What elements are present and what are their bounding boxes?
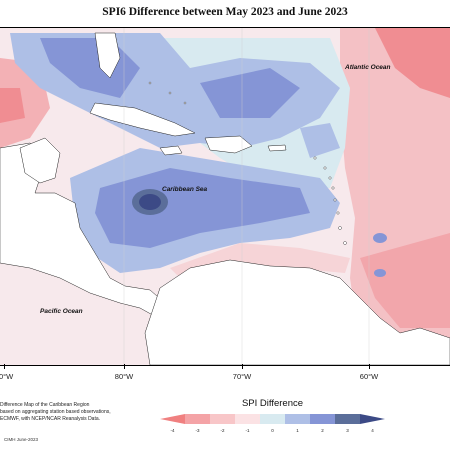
credit-text: CIMH June-2023	[4, 437, 39, 442]
legend-swatch	[210, 414, 235, 424]
atlantic-ocean-label: Atlantic Ocean	[345, 64, 391, 71]
lon-tick-70w	[242, 364, 243, 369]
map-panel: Atlantic Ocean Caribbean Sea Pacific Oce…	[0, 27, 450, 366]
legend-swatch	[235, 414, 260, 424]
legend: SPI Difference -4 -3 -2 -1 0 1 2 3 4	[150, 398, 395, 443]
legend-tick-label: 4	[371, 428, 374, 433]
legend-swatch	[185, 414, 210, 424]
lon-label-90w: 90°W	[0, 372, 14, 381]
legend-swatch	[335, 414, 360, 424]
legend-tick-label: 1	[296, 428, 299, 433]
lon-label-80w: 80°W	[114, 372, 134, 381]
legend-tick-label: -1	[245, 428, 250, 433]
description-line: based on aggregating station based obser…	[0, 409, 111, 415]
legend-tick-label: -4	[170, 428, 175, 433]
lon-label-60w: 60°W	[359, 372, 379, 381]
lon-label-70w: 70°W	[232, 372, 252, 381]
legend-swatch	[260, 414, 285, 424]
legend-tick-label: 0	[271, 428, 274, 433]
legend-swatch	[160, 414, 185, 424]
pacific-ocean-label: Pacific Ocean	[40, 308, 83, 315]
legend-tick-label: 3	[346, 428, 349, 433]
legend-tick-label: -2	[220, 428, 225, 433]
legend-swatch	[360, 414, 385, 424]
description-line: Difference Map of the Caribbean Region	[0, 402, 90, 408]
spi-difference-map	[0, 28, 450, 365]
legend-title: SPI Difference	[241, 398, 304, 409]
map-title: SPI6 Difference between May 2023 and Jun…	[102, 6, 348, 18]
lon-tick-60w	[369, 364, 370, 369]
lon-tick-80w	[124, 364, 125, 369]
description-line: ECMWF, with NCEP/NCAR Reanalysis Data.	[0, 416, 101, 422]
map-description: Difference Map of the Caribbean Region b…	[0, 402, 150, 423]
legend-colorbar	[160, 414, 385, 424]
caribbean-sea-label: Caribbean Sea	[162, 186, 208, 193]
legend-swatch	[285, 414, 310, 424]
legend-swatch	[310, 414, 335, 424]
lon-tick-90w	[4, 364, 5, 369]
legend-tick-label: 2	[321, 428, 324, 433]
legend-tick-label: -3	[195, 428, 200, 433]
